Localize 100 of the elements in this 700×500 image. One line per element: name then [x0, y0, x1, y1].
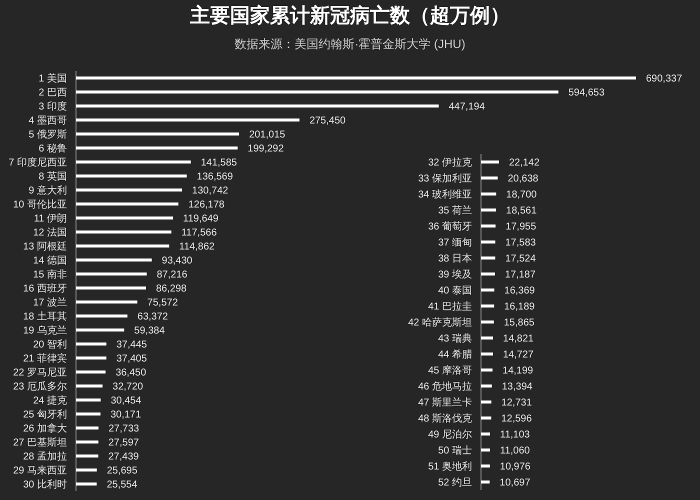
- data-label: 126,178: [188, 200, 225, 210]
- y-tick-label: 5 俄罗斯: [28, 128, 67, 140]
- data-label: 119,649: [183, 214, 219, 224]
- y-tick-label: 49 尼泊尔: [428, 428, 472, 440]
- y-tick-label: 51 奥地利: [428, 460, 472, 472]
- data-label: 25,554: [106, 480, 138, 490]
- data-label: 36,450: [116, 368, 147, 378]
- y-tick-label: 32 伊拉克: [428, 156, 472, 168]
- y-tick-label: 39 埃及: [438, 268, 472, 280]
- y-tick-label: 14 德国: [33, 256, 67, 266]
- y-tick-label: 21 菲律宾: [23, 352, 67, 364]
- y-tick-label: 11 伊朗: [34, 212, 67, 224]
- data-label: 63,372: [137, 312, 168, 322]
- data-label: 10,976: [500, 462, 531, 472]
- data-label: 10,697: [500, 478, 531, 488]
- data-label: 690,337: [646, 74, 683, 84]
- y-tick-label: 42 哈萨克斯坦: [408, 316, 472, 328]
- y-tick-label: 33 保加利亚: [418, 172, 472, 184]
- data-label: 59,384: [134, 326, 166, 336]
- y-tick-label: 46 危地马拉: [418, 380, 472, 392]
- data-label: 275,450: [309, 116, 346, 126]
- y-tick-label: 47 斯里兰卡: [418, 396, 472, 408]
- data-label: 117,566: [181, 228, 218, 238]
- y-tick-label: 2 巴西: [38, 88, 67, 98]
- data-label: 594,653: [568, 88, 605, 98]
- data-label: 18,700: [506, 190, 538, 200]
- data-label: 130,742: [192, 186, 229, 196]
- y-tick-label: 36 葡萄牙: [428, 220, 472, 232]
- data-label: 37,405: [116, 354, 148, 364]
- y-tick-label: 48 斯洛伐克: [418, 412, 472, 424]
- data-label: 16,369: [504, 286, 536, 296]
- data-label: 12,731: [501, 398, 532, 408]
- data-label: 13,394: [502, 382, 533, 392]
- data-label: 27,597: [108, 438, 140, 448]
- y-tick-label: 44 希腊: [438, 348, 472, 360]
- data-label: 16,189: [504, 302, 536, 312]
- data-label: 37,445: [116, 340, 148, 350]
- y-tick-label: 9 意大利: [28, 184, 67, 196]
- data-label: 93,430: [162, 256, 193, 266]
- y-tick-label: 43 瑞典: [438, 332, 472, 344]
- y-tick-label: 45 摩洛哥: [428, 364, 472, 376]
- data-label: 22,142: [508, 158, 540, 168]
- y-tick-label: 37 缅甸: [438, 236, 472, 248]
- y-tick-label: 19 乌克兰: [23, 324, 67, 336]
- y-tick-label: 28 孟加拉: [23, 450, 67, 462]
- data-label: 25,695: [106, 466, 138, 476]
- chart-subtitle: 数据来源：美国约翰斯·霍普金斯大学 (JHU): [234, 37, 466, 51]
- y-tick-label: 52 约旦: [438, 476, 472, 488]
- y-tick-label: 15 南非: [33, 268, 67, 280]
- y-tick-label: 41 巴拉圭: [428, 300, 472, 312]
- data-label: 11,103: [500, 430, 530, 440]
- data-label: 114,862: [179, 242, 216, 252]
- y-tick-label: 29 马来西亚: [13, 464, 67, 476]
- data-label: 14,727: [502, 350, 534, 360]
- data-label: 17,955: [506, 222, 537, 232]
- data-label: 11,060: [500, 446, 530, 456]
- y-tick-label: 12 法国: [33, 226, 67, 238]
- y-tick-label: 17 波兰: [33, 296, 67, 308]
- y-tick-label: 34 玻利维亚: [418, 188, 472, 200]
- data-label: 18,561: [506, 206, 538, 216]
- data-label: 75,572: [147, 298, 178, 308]
- y-tick-label: 40 泰国: [438, 286, 472, 296]
- y-tick-label: 38 日本: [438, 252, 472, 264]
- y-tick-label: 13 阿根廷: [23, 240, 67, 252]
- data-label: 14,199: [502, 366, 534, 376]
- y-tick-label: 1 美国: [38, 72, 67, 84]
- data-label: 201,015: [249, 130, 286, 140]
- data-label: 447,194: [448, 102, 486, 112]
- data-label: 27,733: [108, 424, 140, 434]
- y-tick-label: 27 巴基斯坦: [13, 436, 67, 448]
- data-label: 141,585: [200, 158, 238, 168]
- y-tick-label: 3 印度: [38, 100, 67, 112]
- data-label: 14,821: [503, 334, 534, 344]
- y-tick-label: 35 荷兰: [438, 204, 472, 216]
- y-tick-label: 26 加拿大: [23, 422, 67, 434]
- y-tick-label: 20 智利: [33, 338, 67, 350]
- data-label: 30,454: [110, 396, 142, 406]
- chart-title: 主要国家累计新冠病亡数（超万例）: [189, 4, 510, 27]
- data-label: 87,216: [156, 270, 188, 280]
- y-tick-label: 50 瑞士: [438, 444, 472, 456]
- y-tick-label: 24 捷克: [33, 394, 67, 406]
- data-label: 17,583: [505, 238, 536, 248]
- data-label: 32,720: [112, 382, 144, 392]
- y-tick-label: 23 厄瓜多尔: [13, 380, 67, 392]
- y-tick-label: 4 墨西哥: [28, 116, 67, 126]
- y-tick-label: 8 英国: [38, 170, 67, 182]
- data-label: 12,596: [501, 414, 532, 424]
- y-tick-label: 30 比利时: [23, 478, 67, 490]
- y-tick-label: 10 哥伦比亚: [13, 198, 67, 210]
- data-label: 17,524: [505, 254, 536, 264]
- y-tick-label: 22 罗马尼亚: [13, 368, 67, 378]
- data-label: 86,298: [156, 284, 188, 294]
- y-tick-label: 25 匈牙利: [23, 408, 67, 420]
- y-tick-label: 6 秘鲁: [38, 142, 67, 154]
- data-label: 30,171: [110, 410, 142, 420]
- data-label: 136,569: [196, 172, 234, 182]
- data-label: 199,292: [248, 144, 284, 154]
- y-tick-label: 18 土耳其: [23, 310, 67, 322]
- data-label: 17,187: [504, 270, 536, 280]
- data-label: 20,638: [508, 174, 539, 184]
